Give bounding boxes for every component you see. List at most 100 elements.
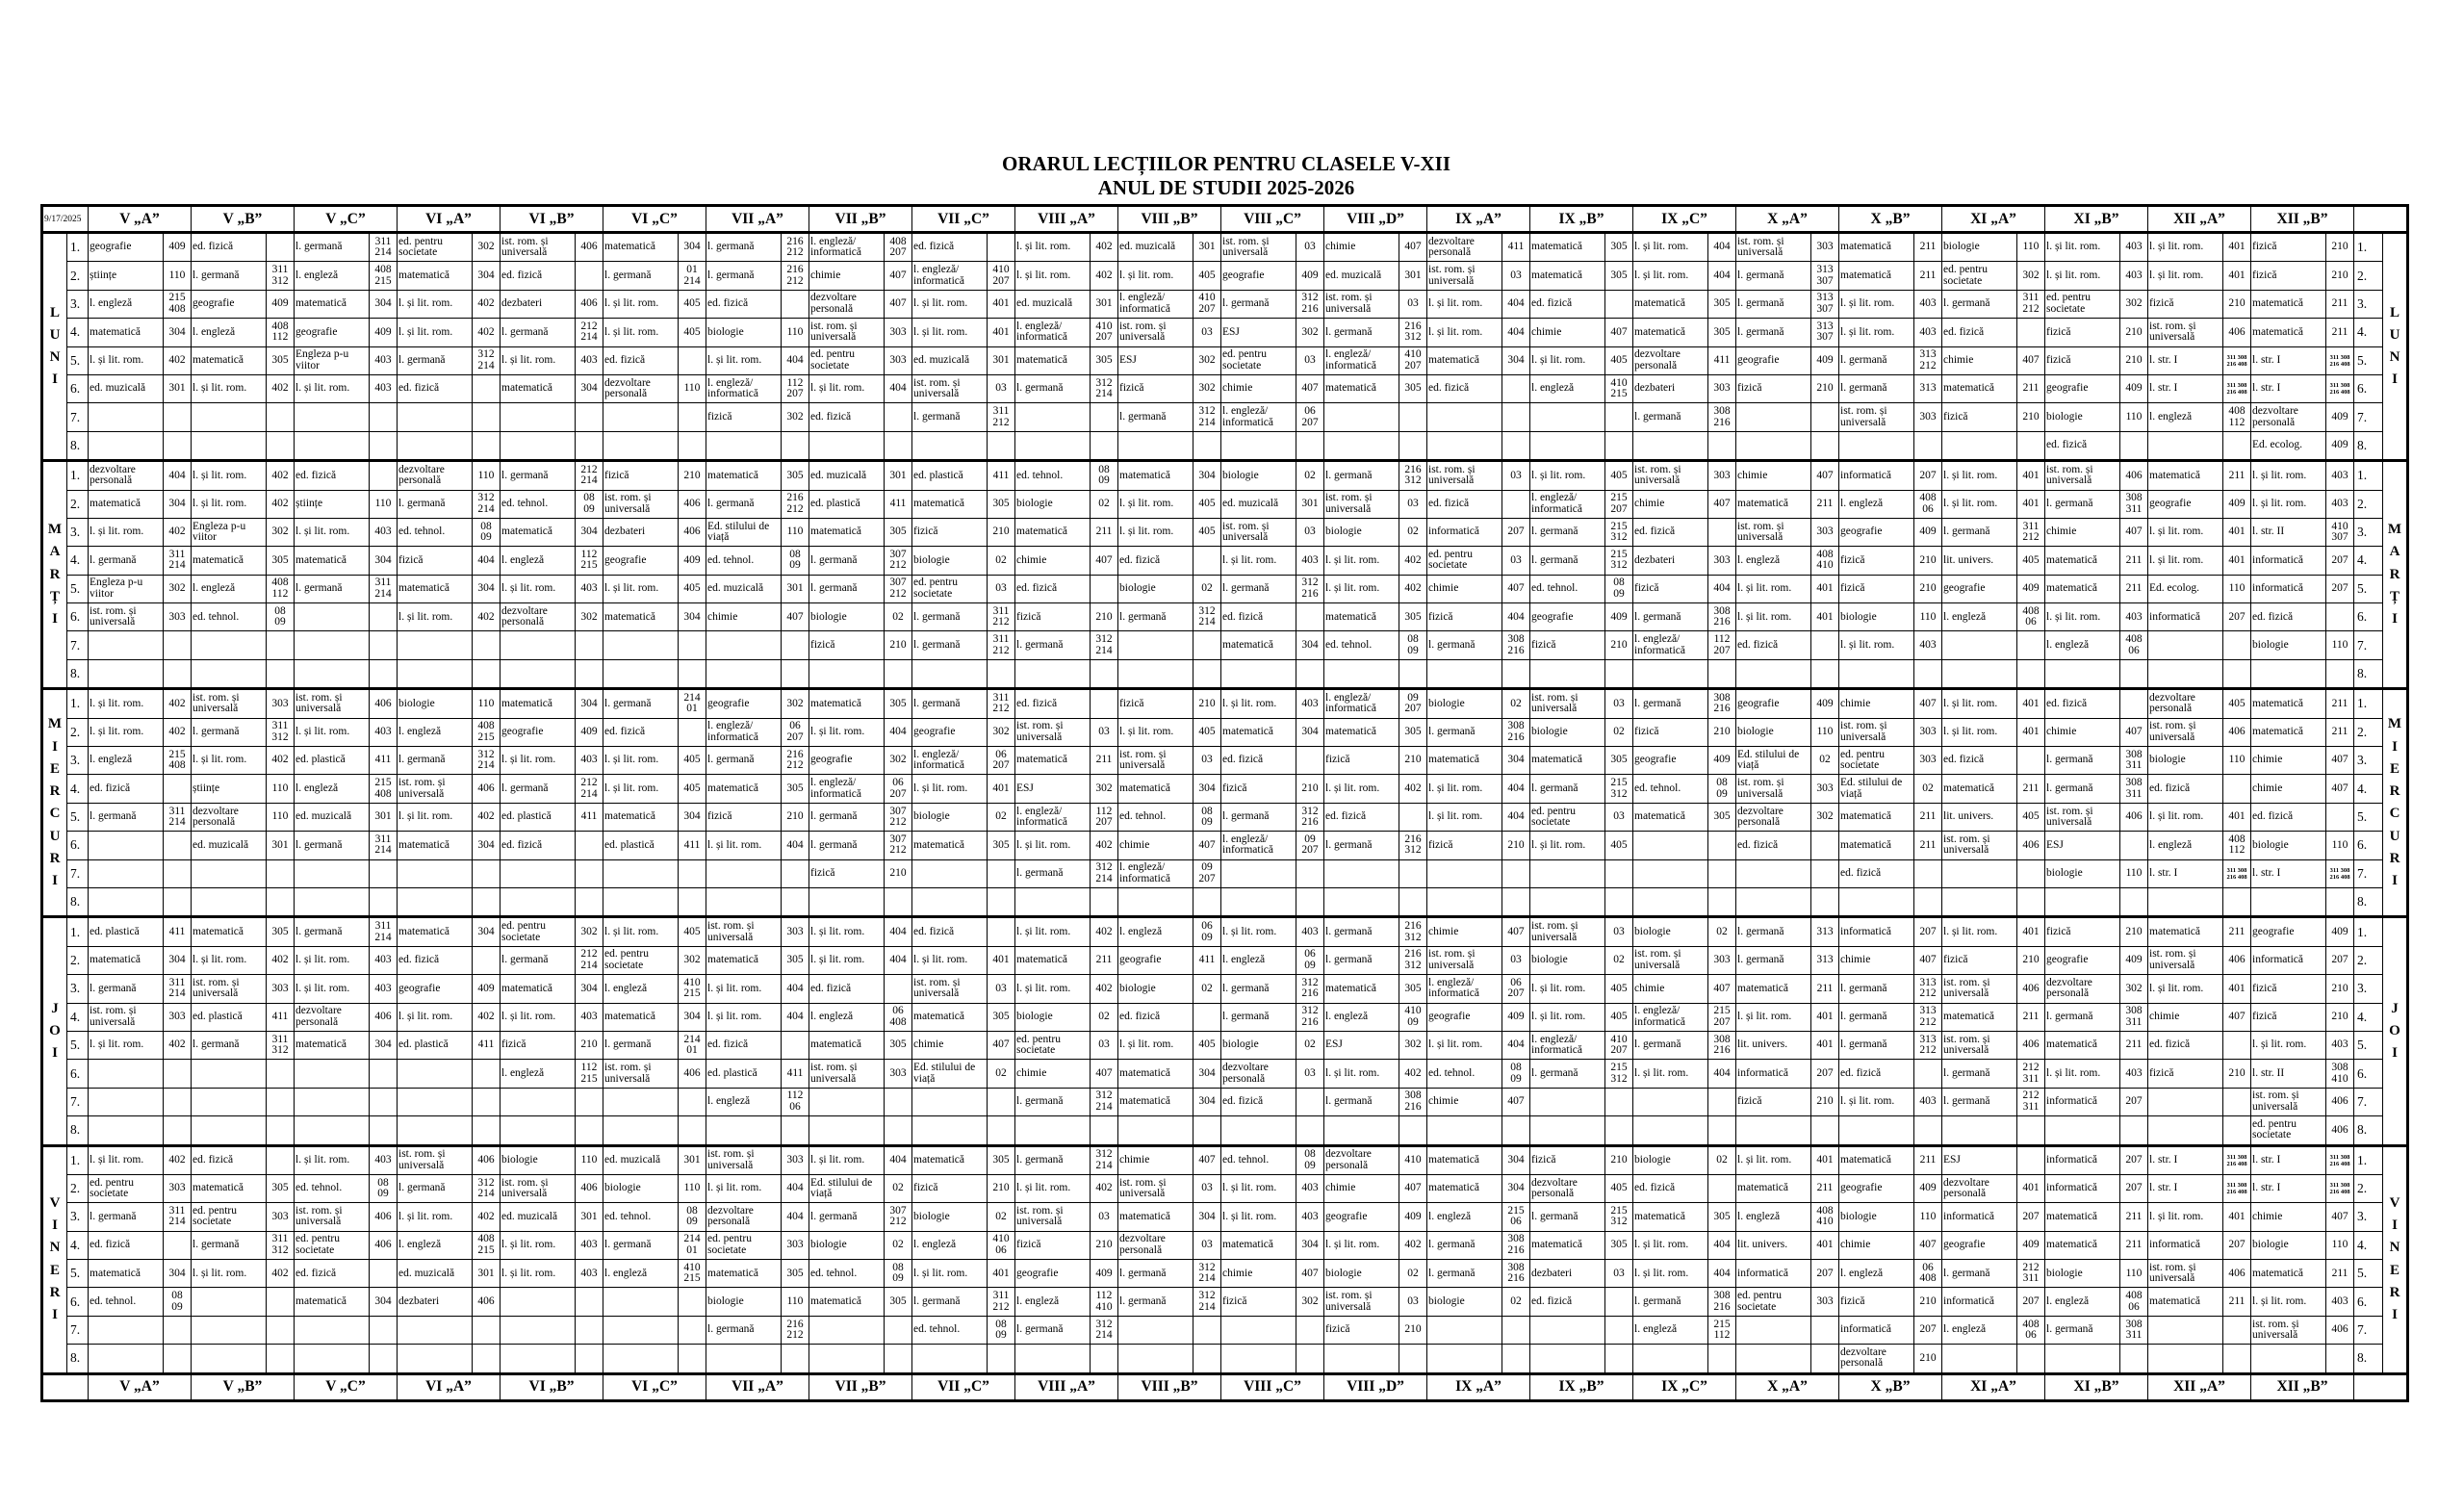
lesson-room-cell: 302 <box>575 602 603 632</box>
lesson-subject-cell: ed. pentru societate <box>1220 346 1296 375</box>
period-number: 1. <box>2353 230 2383 263</box>
lesson-subject-cell: l. și lit. rom. <box>191 459 267 491</box>
lesson-room-cell: 216 212 <box>781 261 809 291</box>
lesson-subject-cell: ed. pentru societate <box>1941 261 2017 291</box>
lesson-subject-cell: ist. rom. și universală <box>1014 1202 1091 1232</box>
lesson-subject-cell: matematică <box>294 1030 370 1061</box>
lesson-subject-cell: ed. fizică <box>1220 746 1296 776</box>
lesson-subject-cell <box>88 886 164 918</box>
lesson-room-cell: 210 <box>1399 746 1427 776</box>
lesson-room-cell <box>2119 687 2148 719</box>
lesson-subject-cell: l. și lit. rom. <box>808 1143 885 1175</box>
lesson-subject-cell <box>191 886 267 918</box>
lesson-subject-cell <box>191 630 267 660</box>
lesson-subject-cell: informatică <box>1941 1287 2017 1317</box>
lesson-subject-cell <box>191 1087 267 1117</box>
lesson-subject-cell <box>1323 402 1399 432</box>
lesson-room-cell <box>163 886 192 918</box>
lesson-subject-cell: l. și lit. rom. <box>1529 346 1605 375</box>
lesson-subject-cell: l. germană <box>294 574 370 604</box>
lesson-room-cell: 304 <box>1296 717 1324 748</box>
lesson-room-cell: 304 <box>472 261 500 291</box>
lesson-subject-cell: dezvoltare personală <box>603 373 679 404</box>
lesson-room-cell <box>1399 402 1427 432</box>
lesson-room-cell: 407 <box>1193 1143 1221 1175</box>
lesson-subject-cell: l. germană <box>1838 974 1914 1004</box>
lesson-room-cell: 403 <box>1913 289 1942 320</box>
lesson-room-cell: 407 <box>1913 945 1942 976</box>
lesson-room-cell: 408 06 <box>1913 489 1942 519</box>
lesson-room-cell: 403 <box>575 574 603 604</box>
lesson-room-cell: 409 <box>2119 945 2148 976</box>
lesson-subject-cell <box>1220 1344 1296 1374</box>
lesson-subject-cell <box>2147 430 2223 462</box>
lesson-subject-cell: biologie <box>1323 1259 1399 1289</box>
lesson-subject-cell: geografie <box>397 974 473 1004</box>
lesson-subject-cell: l. și lit. rom. <box>1735 1002 1811 1032</box>
lesson-subject-cell: ed. pentru societate <box>500 915 576 947</box>
lesson-room-cell <box>884 658 912 690</box>
lesson-room-cell: 405 <box>1604 1002 1633 1032</box>
lesson-subject-cell <box>500 859 576 888</box>
lesson-subject-cell: l. engleză <box>191 318 267 347</box>
lesson-subject-cell: ed. fizică <box>88 1230 164 1261</box>
lesson-room-cell: 211 <box>1810 489 1839 519</box>
lesson-subject-cell: ist. rom. și universală <box>88 602 164 632</box>
lesson-room-cell: 403 <box>575 346 603 375</box>
period-number: 4. <box>66 546 89 576</box>
lesson-subject-cell: ist. rom. și universală <box>1117 1173 1194 1204</box>
lesson-room-cell: 305 <box>1604 230 1633 263</box>
lesson-subject-cell: l. și lit. rom. <box>808 373 885 404</box>
lesson-subject-cell <box>397 1315 473 1345</box>
lesson-room-cell: 311 308 216 408 <box>2222 346 2251 375</box>
lesson-subject-cell: l. germană <box>1632 1287 1708 1317</box>
lesson-subject-cell: l. și lit. rom. <box>1323 574 1399 604</box>
class-header: VIII „D” <box>1323 205 1427 234</box>
period-number: 4. <box>66 318 89 347</box>
lesson-room-cell: 215 112 <box>1707 1315 1736 1345</box>
period-number: 7. <box>66 402 89 432</box>
lesson-subject-cell: ed. plastică <box>706 1059 782 1089</box>
lesson-subject-cell <box>1220 658 1296 690</box>
period-number: 5. <box>2353 802 2383 833</box>
lesson-subject-cell: l. și lit. rom. <box>1529 831 1605 860</box>
lesson-room-cell: 304 <box>575 373 603 404</box>
lesson-room-cell <box>2016 658 2045 690</box>
lesson-room-cell <box>987 1344 1015 1374</box>
lesson-room-cell: 409 <box>2325 402 2354 432</box>
lesson-room-cell: 212 214 <box>575 318 603 347</box>
lesson-room-cell <box>1810 1344 1839 1374</box>
lesson-room-cell: 110 <box>781 517 809 548</box>
lesson-room-cell <box>781 1344 809 1374</box>
lesson-room-cell: 302 <box>1193 373 1221 404</box>
lesson-subject-cell: geografie <box>706 687 782 719</box>
lesson-room-cell: 303 <box>1707 373 1736 404</box>
class-header-footer: VII „A” <box>706 1371 809 1401</box>
lesson-subject-cell: ist. rom. și universală <box>294 1202 370 1232</box>
lesson-room-cell: 308 311 <box>2119 489 2148 519</box>
lesson-subject-cell: ed. fizică <box>1220 602 1296 632</box>
lesson-subject-cell: fizică <box>1838 574 1914 604</box>
lesson-room-cell: 210 <box>1604 1143 1633 1175</box>
lesson-subject-cell: l. germană <box>808 1202 885 1232</box>
class-header-footer: XII „A” <box>2147 1371 2251 1401</box>
lesson-subject-cell <box>88 1315 164 1345</box>
lesson-subject-cell: ed. fizică <box>808 402 885 432</box>
lesson-subject-cell: l. și lit. rom. <box>397 602 473 632</box>
lesson-subject-cell: l. engleză/ informatică <box>911 746 988 776</box>
lesson-room-cell: 211 <box>1913 802 1942 833</box>
lesson-subject-cell: matematică <box>808 1030 885 1061</box>
lesson-room-cell: 402 <box>1399 1230 1427 1261</box>
lesson-room-cell: 404 <box>884 915 912 947</box>
lesson-room-cell: 313 307 <box>1810 318 1839 347</box>
lesson-subject-cell: ed. pentru societate <box>603 945 679 976</box>
lesson-subject-cell: l. engleză <box>1735 1202 1811 1232</box>
lesson-room-cell <box>575 261 603 291</box>
lesson-room-cell: 216 212 <box>781 746 809 776</box>
lesson-room-cell <box>2119 430 2148 462</box>
lesson-room-cell: 02 <box>1193 974 1221 1004</box>
lesson-subject-cell: l. germană <box>500 774 576 804</box>
lesson-subject-cell: l. germană <box>1735 915 1811 947</box>
lesson-subject-cell <box>294 1087 370 1117</box>
lesson-subject-cell: biologie <box>911 1202 988 1232</box>
